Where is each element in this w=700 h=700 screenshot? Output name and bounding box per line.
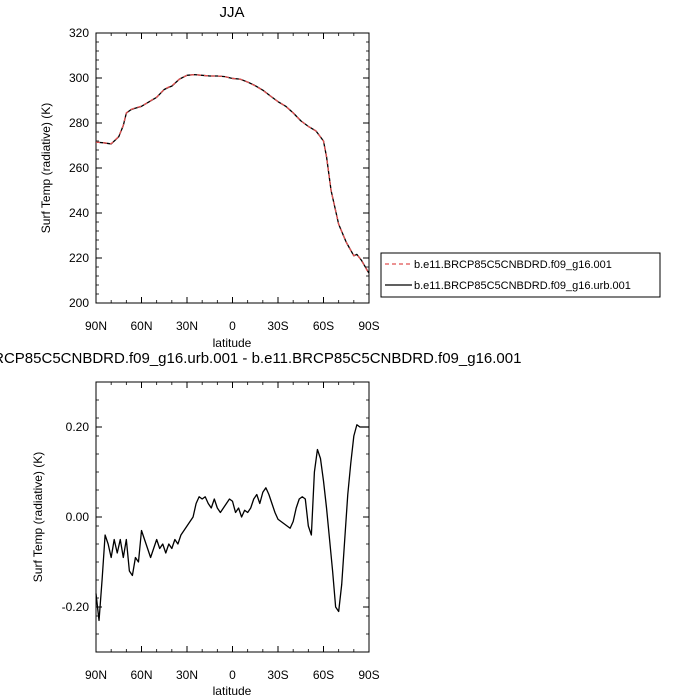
- top-x-tick-label: 60S: [313, 319, 334, 333]
- bottom-x-tick-label: 60N: [130, 668, 152, 682]
- bottom-chart-title: b.e11.BRCP85C5CNBDRD.f09_g16.urb.001 - b…: [0, 350, 521, 367]
- legend-box: [380, 252, 661, 298]
- top-y-tick-label: 280: [69, 116, 89, 130]
- top-x-tick-label: 90N: [85, 319, 107, 333]
- bottom-x-tick-label: 90S: [358, 668, 379, 682]
- bottom-y-tick-label: -0.20: [62, 600, 90, 614]
- top-x-tick-label: 0: [229, 319, 236, 333]
- bottom-x-tick-label: 30N: [176, 668, 198, 682]
- bottom-y-tick-label: 0.00: [66, 510, 90, 524]
- top-series-line-1: [95, 73, 370, 275]
- top-x-axis-label: latitude: [213, 336, 252, 350]
- top-x-tick-label: 60N: [130, 319, 152, 333]
- top-x-tick-labels: 90N 60N 30N 0 30S 60S 90S: [85, 319, 380, 333]
- bottom-y-axis-label: Surf Temp (radiative) (K): [31, 452, 45, 582]
- bottom-y-tick-labels: -0.20 0.00 0.20: [62, 420, 90, 614]
- legend-label-series-2: b.e11.BRCP85C5CNBDRD.f09_g16.urb.001: [414, 280, 631, 292]
- top-panel: JJA 200 220 240 260 280 300 320 90N 60N 30N 0 30S 6…: [39, 4, 380, 350]
- top-x-tick-label: 30S: [267, 319, 288, 333]
- top-y-tick-label: 240: [69, 206, 89, 220]
- top-y-tick-label: 260: [69, 161, 89, 175]
- bottom-x-axis-label: latitude: [213, 684, 252, 698]
- bottom-x-tick-labels: 90N 60N 30N 0 30S 60S 90S: [85, 668, 380, 682]
- top-y-axis-label: Surf Temp (radiative) (K): [39, 103, 53, 233]
- bottom-panel: b.e11.BRCP85C5CNBDRD.f09_g16.urb.001 - b…: [0, 350, 521, 698]
- top-y-tick-label: 200: [69, 296, 89, 310]
- top-y-tick-labels: 200 220 240 260 280 300 320: [69, 26, 89, 310]
- legend: b.e11.BRCP85C5CNBDRD.f09_g16.001 b.e11.B…: [380, 252, 661, 298]
- bottom-y-tick-label: 0.20: [66, 420, 90, 434]
- top-x-tick-label: 30N: [176, 319, 198, 333]
- top-series-line-2: [95, 73, 370, 274]
- bottom-x-tick-label: 60S: [313, 668, 334, 682]
- bottom-series-line-1: [95, 424, 369, 622]
- top-y-tick-label: 300: [69, 71, 89, 85]
- top-chart-title: JJA: [219, 4, 244, 21]
- bottom-series-lines: [95, 424, 369, 622]
- legend-label-series-1: b.e11.BRCP85C5CNBDRD.f09_g16.001: [414, 259, 612, 271]
- top-series-lines: [95, 73, 370, 275]
- bottom-x-tick-label: 0: [229, 668, 236, 682]
- bottom-x-tick-label: 30S: [267, 668, 288, 682]
- top-axis-ticks: [95, 32, 370, 304]
- top-x-tick-label: 90S: [358, 319, 379, 333]
- top-y-tick-label: 320: [69, 26, 89, 40]
- top-y-tick-label: 220: [69, 251, 89, 265]
- bottom-x-tick-label: 90N: [85, 668, 107, 682]
